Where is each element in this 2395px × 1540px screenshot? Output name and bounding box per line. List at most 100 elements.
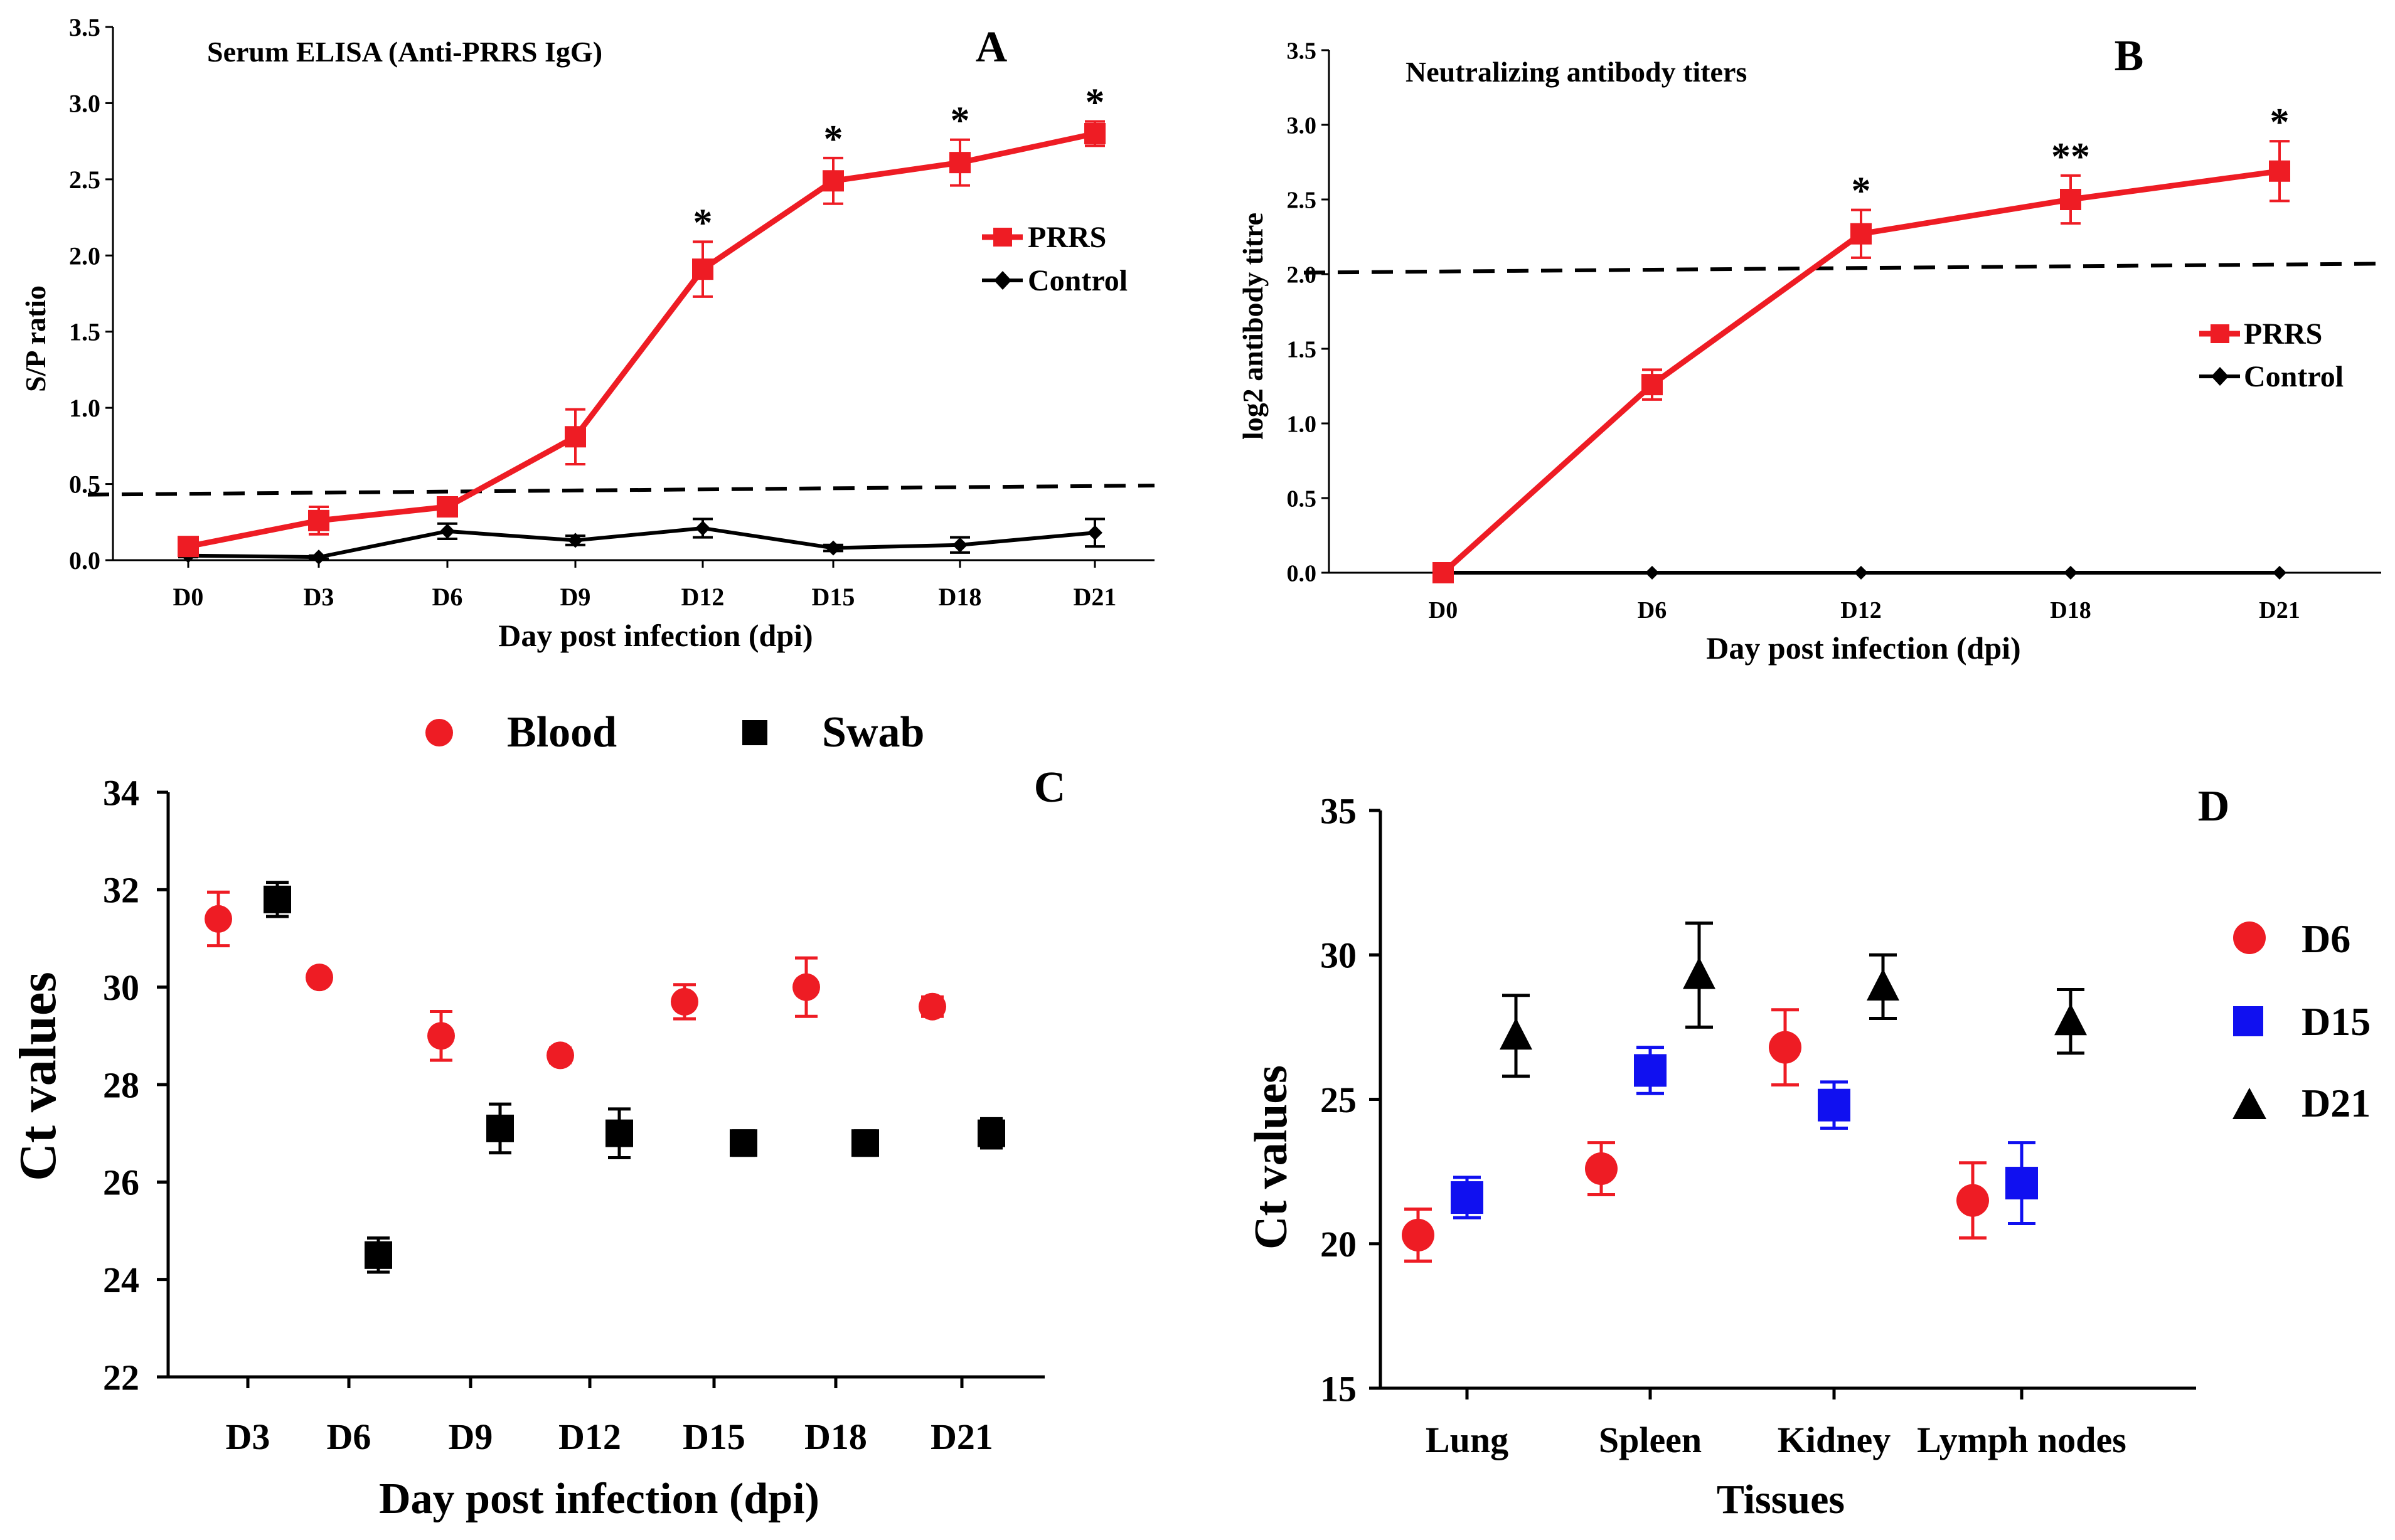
y-tick-label: 32 xyxy=(103,870,139,911)
legend-control-label: Control xyxy=(1028,264,1128,297)
panel-b-neutralizing-antibody-chart: Neutralizing antibody titers B Day post … xyxy=(1237,32,2382,666)
y-tick-label: 1.5 xyxy=(1287,336,1317,363)
y-tick-label: 3.5 xyxy=(69,13,100,41)
x-tick-label: D3 xyxy=(304,583,334,611)
panel-d-legend: D6 D15 D21 xyxy=(2232,916,2371,1125)
legend-prrs-marker xyxy=(2211,324,2229,343)
significance-marker: * xyxy=(951,100,970,142)
series-line-prrs xyxy=(188,130,1096,550)
data-point-d6 xyxy=(1956,1184,1989,1217)
data-point-control xyxy=(568,533,583,548)
y-tick-label: 3.5 xyxy=(1287,38,1317,64)
cutoff-dashed-line xyxy=(1303,262,2382,275)
panel-c-label: C xyxy=(1034,763,1066,812)
panel-b-title: Neutralizing antibody titers xyxy=(1406,56,1747,88)
series-line-control xyxy=(188,526,1096,560)
data-point-swab xyxy=(486,1114,514,1142)
y-tick-label: 3.0 xyxy=(1287,112,1317,139)
legend-control-marker xyxy=(994,271,1011,290)
data-point-control xyxy=(1087,525,1102,541)
x-tick-label: D21 xyxy=(931,1416,993,1457)
significance-marker: * xyxy=(1085,82,1105,124)
significance-marker: ** xyxy=(2051,135,2090,178)
y-tick-label: 0.5 xyxy=(1287,486,1317,512)
y-tick-label: 20 xyxy=(1320,1224,1357,1265)
x-tick-label: D3 xyxy=(226,1416,270,1457)
panel-c-legend: Blood Swab xyxy=(425,708,924,757)
significance-marker: * xyxy=(2270,101,2290,144)
x-tick-label: D18 xyxy=(2050,597,2091,624)
panel-a-title: Serum ELISA (Anti-PRRS IgG) xyxy=(207,36,602,68)
legend-d21-marker xyxy=(2232,1088,2266,1119)
legend-swab-marker xyxy=(742,720,767,745)
y-tick-label: 28 xyxy=(103,1065,139,1105)
y-tick-label: 34 xyxy=(103,772,139,813)
x-tick-label: Spleen xyxy=(1599,1420,1702,1460)
data-point-d6 xyxy=(1585,1152,1618,1186)
data-point-prrs xyxy=(1084,123,1106,144)
y-tick-label: 1.5 xyxy=(69,318,100,346)
data-point-swab xyxy=(978,1119,1005,1147)
legend-d15-marker xyxy=(2233,1006,2263,1036)
y-tick-label: 1.0 xyxy=(69,394,100,422)
data-point-d21 xyxy=(2054,1003,2087,1036)
data-point-swab xyxy=(851,1129,879,1157)
data-point-d21 xyxy=(1683,957,1715,989)
data-point-prrs xyxy=(308,509,329,531)
significance-marker: * xyxy=(1852,170,1871,213)
data-point-d6 xyxy=(1769,1031,1801,1064)
data-point-swab xyxy=(264,885,291,913)
data-point-blood xyxy=(671,987,698,1016)
data-point-d15 xyxy=(1818,1088,1850,1122)
y-tick-label: 25 xyxy=(1320,1080,1357,1120)
legend-blood-label: Blood xyxy=(507,708,617,757)
y-tick-label: 15 xyxy=(1320,1368,1357,1409)
x-tick-label: D6 xyxy=(1638,597,1667,624)
x-tick-label: D12 xyxy=(558,1416,621,1457)
y-tick-label: 26 xyxy=(103,1162,139,1203)
panel-d-tissue-ct-chart: D Tissues Ct values 15 20 25 30 35 Lung Spleen… xyxy=(1246,782,2371,1522)
data-point-prrs xyxy=(565,426,586,448)
legend-d6-label: D6 xyxy=(2302,916,2350,961)
y-tick-label: 35 xyxy=(1320,790,1357,831)
legend-d6-marker xyxy=(2233,921,2266,954)
x-tick-label: Kidney xyxy=(1778,1420,1891,1460)
legend-prrs-label: PRRS xyxy=(1028,221,1106,254)
y-tick-label: 2.0 xyxy=(1287,262,1317,288)
panel-b-legend: PRRS Control xyxy=(2199,317,2344,393)
y-tick-label: 24 xyxy=(103,1260,139,1300)
panel-a-legend: PRRS Control xyxy=(982,221,1128,297)
data-point-d21 xyxy=(1867,969,1899,1001)
panel-c-x-axis-title: Day post infection (dpi) xyxy=(379,1475,819,1523)
x-tick-label: D9 xyxy=(449,1416,493,1457)
data-point-control xyxy=(2273,566,2286,580)
panel-b-y-axis-title: log2 antibody titre xyxy=(1237,213,1269,440)
data-point-blood xyxy=(919,992,946,1021)
x-tick-label: D0 xyxy=(173,583,204,611)
data-point-prrs xyxy=(437,496,458,518)
x-tick-label: D15 xyxy=(812,583,855,611)
y-tick-label: 1.0 xyxy=(1287,411,1317,437)
data-point-control xyxy=(826,540,841,556)
y-tick-label: 22 xyxy=(103,1357,139,1398)
data-point-control xyxy=(2064,566,2078,580)
y-tick-label: 30 xyxy=(1320,935,1357,976)
data-point-control xyxy=(311,550,326,565)
panel-d-x-axis-title: Tissues xyxy=(1717,1477,1845,1522)
data-point-prrs xyxy=(823,170,844,192)
x-tick-label: D9 xyxy=(560,583,591,611)
panel-d-y-axis-title: Ct values xyxy=(1246,1065,1297,1250)
panel-a-label: A xyxy=(976,23,1008,72)
panel-a-y-axis-title: S/P ratio xyxy=(19,285,51,392)
y-tick-label: 3.0 xyxy=(69,89,100,117)
legend-control-marker xyxy=(2211,367,2229,386)
data-point-prrs xyxy=(2060,189,2081,210)
data-point-prrs xyxy=(1432,562,1454,583)
legend-control-label: Control xyxy=(2244,360,2344,393)
panel-d-label: D xyxy=(2198,782,2230,831)
data-point-prrs xyxy=(2269,160,2290,182)
cutoff-dashed-line xyxy=(87,484,1155,497)
x-tick-label: D18 xyxy=(804,1416,867,1457)
data-point-d15 xyxy=(1451,1181,1483,1214)
data-point-control xyxy=(1645,566,1659,580)
